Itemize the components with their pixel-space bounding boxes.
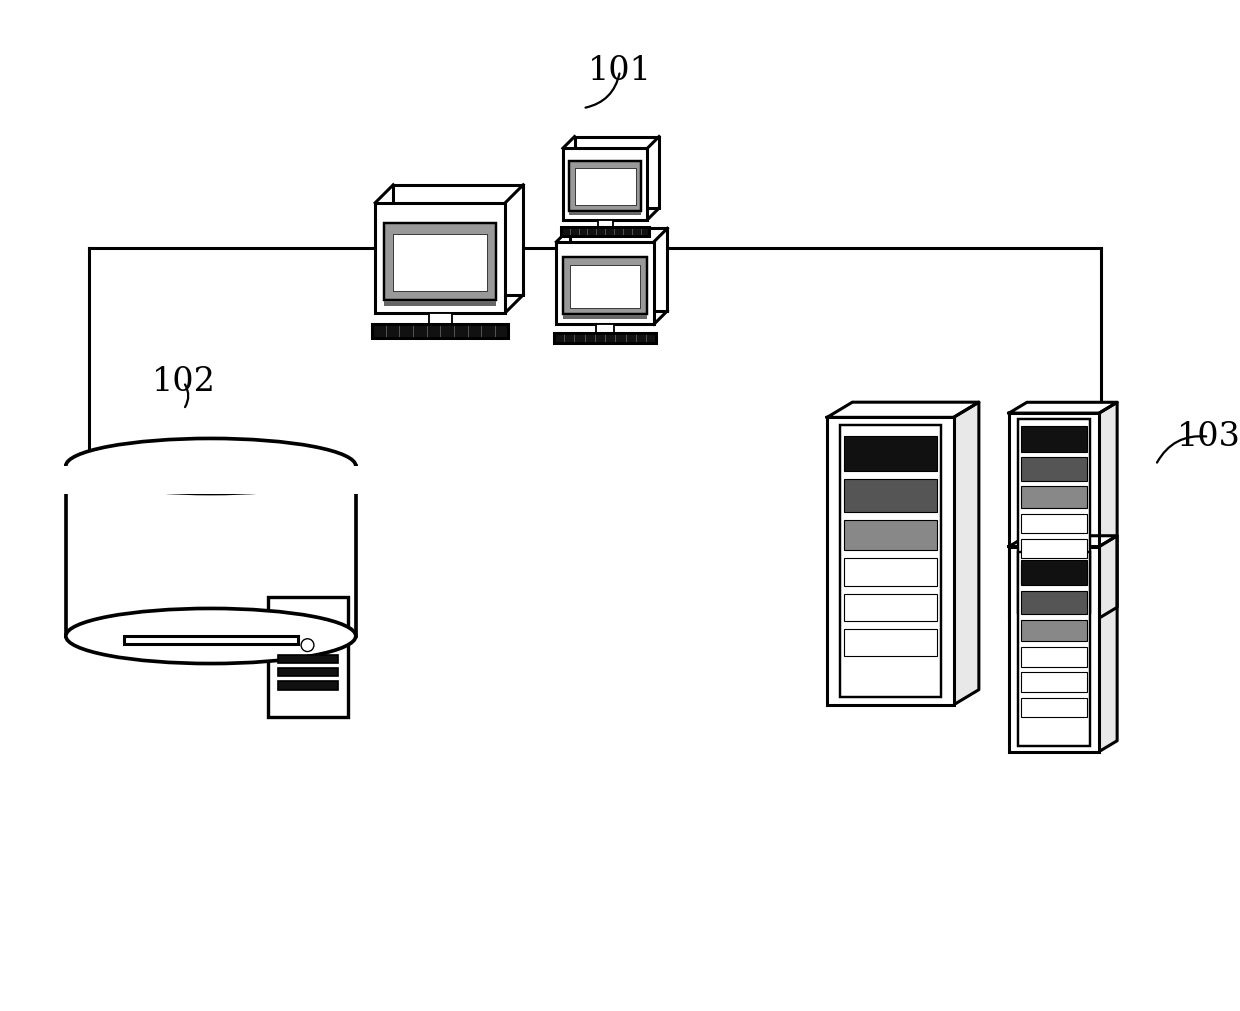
Bar [1018, 419, 1090, 613]
Bar [554, 333, 656, 344]
Bar [376, 203, 505, 312]
Bar [1021, 560, 1087, 585]
Bar [557, 242, 653, 325]
Bar [569, 161, 641, 211]
Bar [1021, 514, 1087, 533]
Polygon shape [1009, 536, 1117, 547]
Bar [1021, 486, 1087, 508]
Bar [843, 521, 937, 550]
Bar [1009, 547, 1099, 751]
Bar [563, 149, 647, 219]
Bar [1021, 427, 1087, 452]
Ellipse shape [66, 439, 356, 493]
Bar [1018, 552, 1090, 746]
Bar [393, 234, 487, 291]
Bar [563, 257, 647, 314]
Bar [560, 226, 650, 237]
Polygon shape [954, 402, 978, 705]
Ellipse shape [66, 609, 356, 663]
Text: 103: 103 [1177, 421, 1240, 453]
Bar [1021, 539, 1087, 558]
Bar [843, 629, 937, 656]
Bar [1021, 672, 1087, 692]
Polygon shape [827, 402, 978, 418]
Bar [574, 136, 660, 208]
Bar [839, 425, 941, 698]
Bar [596, 325, 614, 333]
Bar [1021, 647, 1087, 666]
Bar [429, 312, 451, 324]
Bar [843, 436, 937, 471]
Bar [1021, 457, 1087, 480]
Bar [1021, 590, 1087, 614]
Bar [268, 598, 347, 717]
Bar [570, 265, 640, 307]
Polygon shape [1009, 402, 1117, 413]
Bar [278, 655, 337, 663]
Bar [384, 222, 496, 299]
Text: 101: 101 [588, 55, 652, 87]
Bar [1009, 413, 1099, 618]
Bar [372, 324, 508, 338]
Bar [1021, 564, 1087, 583]
Circle shape [301, 639, 314, 651]
Bar [1021, 698, 1087, 717]
Bar [384, 300, 496, 306]
Bar [574, 168, 636, 205]
Bar [278, 681, 337, 690]
Bar [563, 315, 647, 319]
Text: 102: 102 [151, 366, 216, 398]
Polygon shape [1099, 402, 1117, 618]
Bar [598, 219, 613, 226]
Bar [843, 593, 937, 621]
Bar [827, 418, 954, 705]
Bar [570, 228, 667, 310]
Bar [843, 558, 937, 585]
Bar [569, 212, 641, 215]
Bar [393, 185, 523, 295]
Bar [278, 668, 337, 676]
Bar [1021, 620, 1087, 641]
Bar [124, 636, 298, 644]
Polygon shape [1099, 536, 1117, 751]
Bar [63, 466, 358, 493]
Bar [66, 466, 356, 636]
Bar [843, 479, 937, 513]
